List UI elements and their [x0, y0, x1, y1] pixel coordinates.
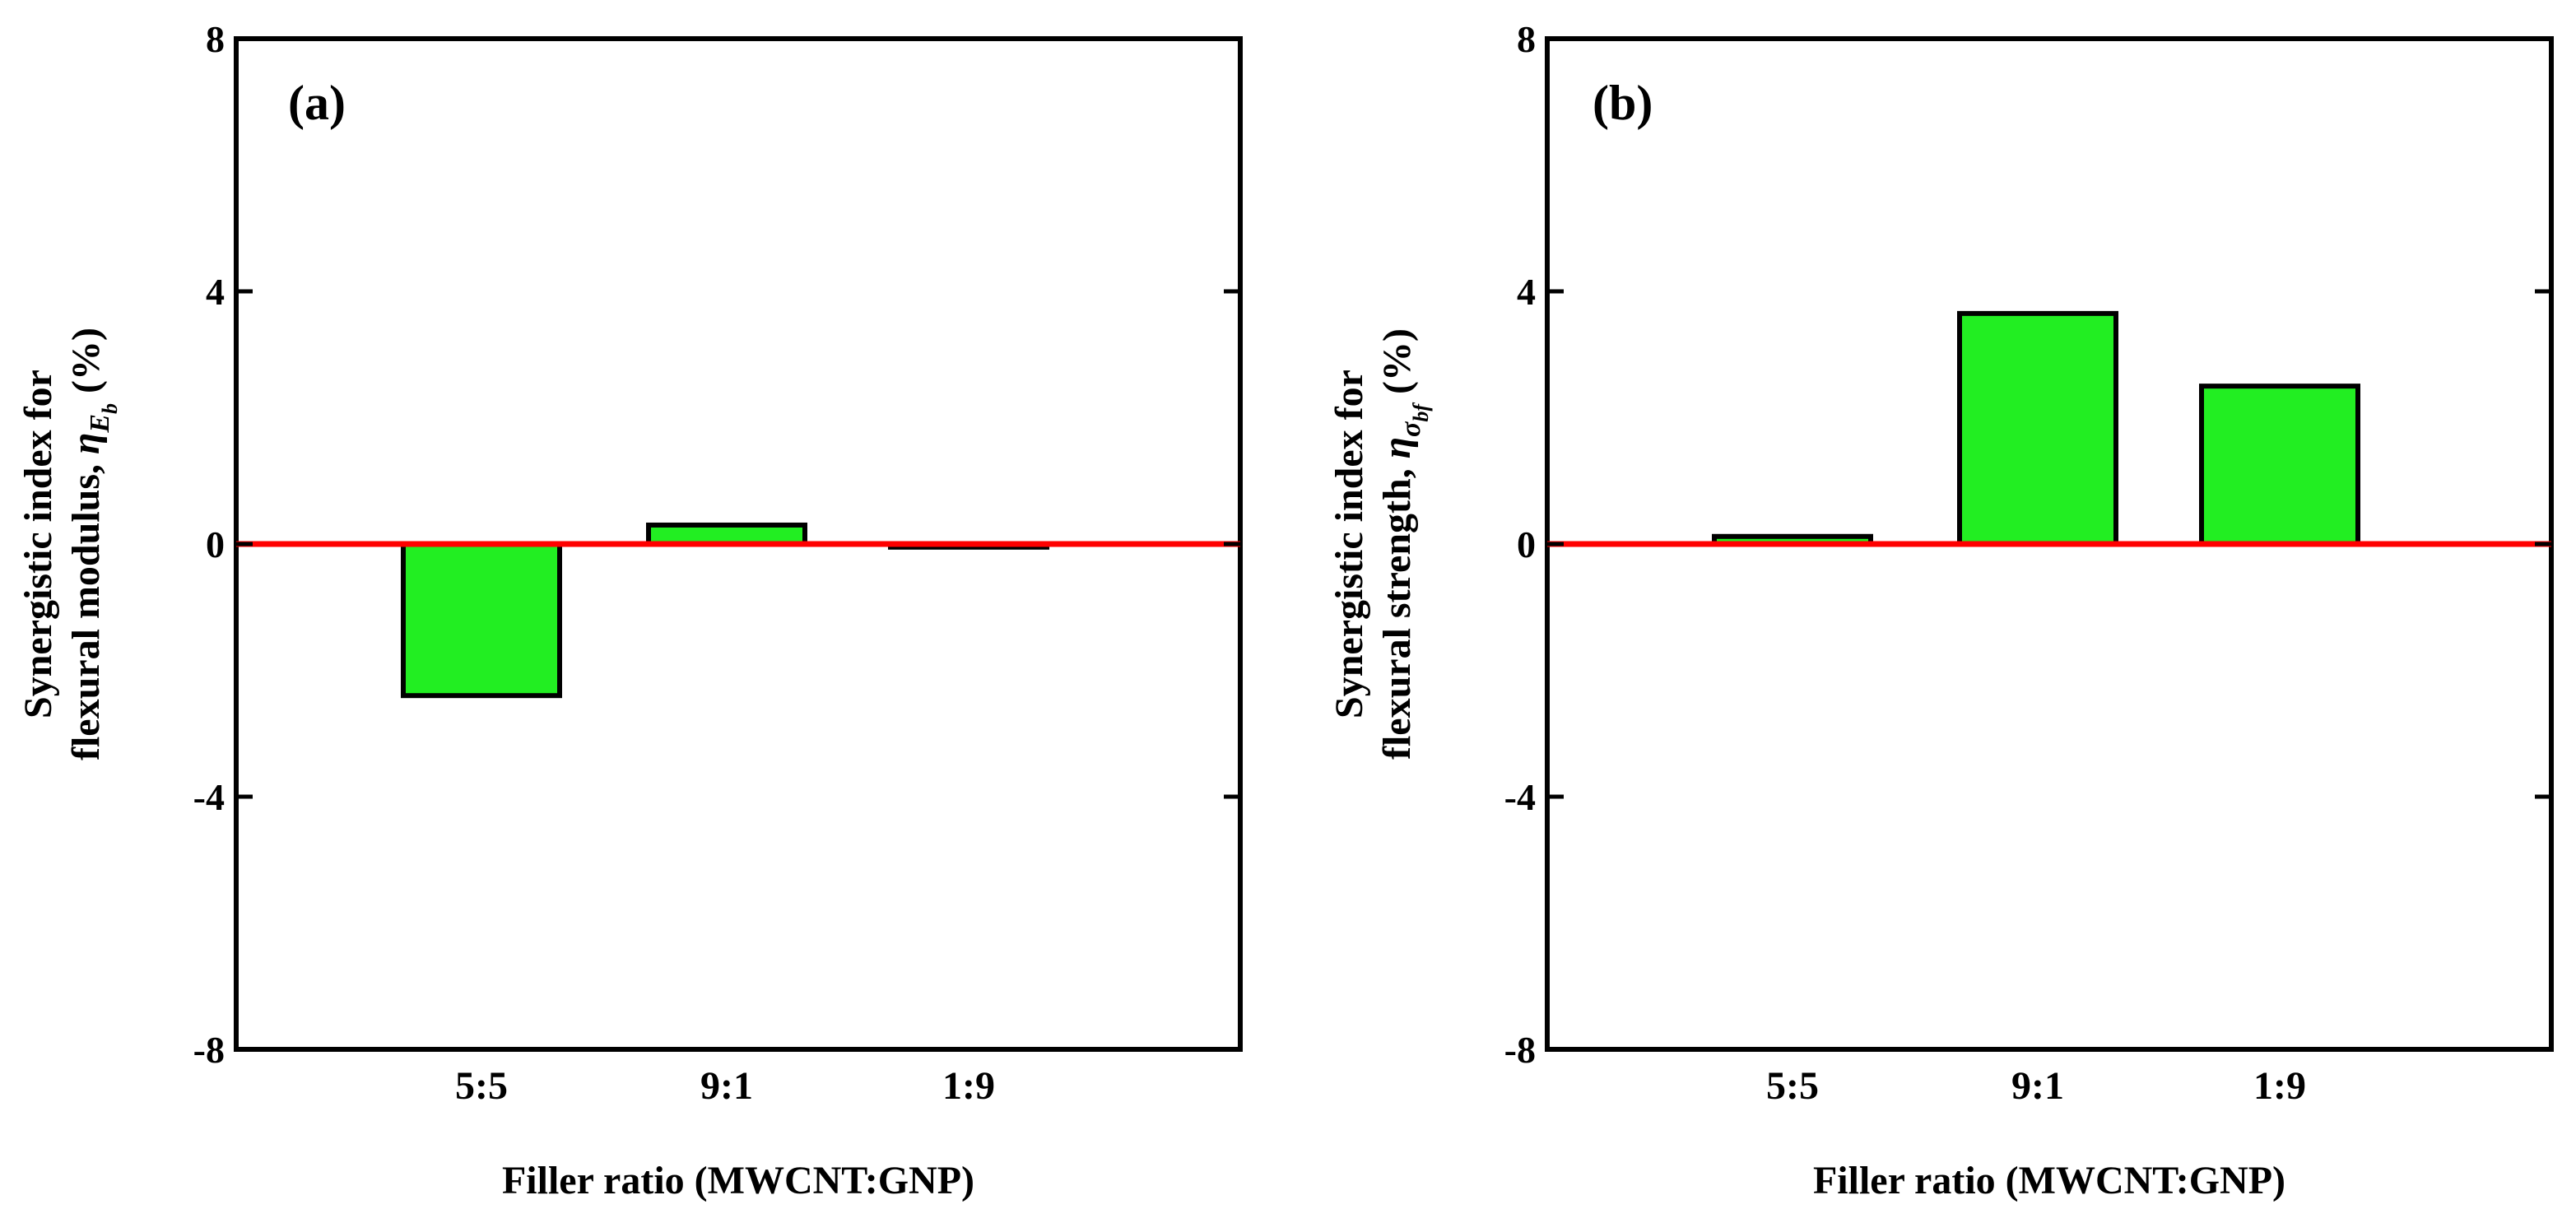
x-category-label-a: 9:1: [700, 1064, 753, 1108]
y-ticks-a: 8 4 0 -4 -8: [193, 18, 1240, 1071]
x-categories-a: 5:5 9:1 1:9: [455, 1064, 995, 1108]
x-categories-b: 5:5 9:1 1:9: [1766, 1064, 2306, 1108]
y-tick-label-a: -8: [193, 1029, 225, 1071]
bar-b-1-9: [2199, 384, 2360, 546]
x-category-label-a: 5:5: [455, 1064, 508, 1108]
panel-label-b: (b): [1593, 76, 1653, 130]
bar-a-5-5: [401, 542, 562, 699]
panel-a: 8 4 0 -4 -8 5:5 9:1 1:9 (a) Filler ratio (MWCN…: [16, 18, 1243, 1202]
x-axis-title-a: Filler ratio (MWCNT:GNP): [502, 1159, 974, 1202]
y-tick-label-b: 8: [1517, 18, 1536, 60]
x-category-label-b: 9:1: [2011, 1064, 2064, 1108]
y-tick-label-b: 0: [1517, 523, 1536, 565]
y-axis-title-line1-b: Synergistic index for: [1328, 370, 1371, 718]
y-tick-label-a: 8: [206, 18, 225, 60]
y-tick-label-a: -4: [193, 776, 225, 818]
x-category-label-b: 1:9: [2253, 1064, 2306, 1108]
y-tick-label-a: 4: [206, 271, 225, 313]
y-tick-label-b: -4: [1504, 776, 1536, 818]
bar-b-9-1: [1957, 310, 2118, 546]
y-axis-title-a: Synergistic index for flexural modulus, …: [16, 328, 122, 760]
y-tick-label-a: 0: [206, 523, 225, 565]
panel-label-a: (a): [288, 76, 346, 130]
panel-b: 8 4 0 -4 -8 5:5 9:1 1:9 (b) Filler ratio (MWCN…: [1328, 18, 2554, 1202]
y-axis-title-line1-a: Synergistic index for: [16, 370, 60, 718]
y-tick-label-b: 4: [1517, 271, 1536, 313]
y-axis-title-line2-a: flexural modulus, ηEb (%): [64, 328, 122, 760]
x-category-label-a: 1:9: [942, 1064, 995, 1108]
y-axis-title-b: Synergistic index for flexural strength,…: [1328, 328, 1433, 760]
bars-b: [1712, 310, 2360, 546]
y-ticks-b: 8 4 0 -4 -8: [1504, 18, 2551, 1071]
x-category-label-b: 5:5: [1766, 1064, 1819, 1108]
bars-a: [401, 522, 1049, 699]
y-tick-label-b: -8: [1504, 1029, 1536, 1071]
y-axis-title-line2-b: flexural strength, ησbf (%): [1375, 328, 1433, 760]
x-axis-title-b: Filler ratio (MWCNT:GNP): [1813, 1159, 2285, 1202]
